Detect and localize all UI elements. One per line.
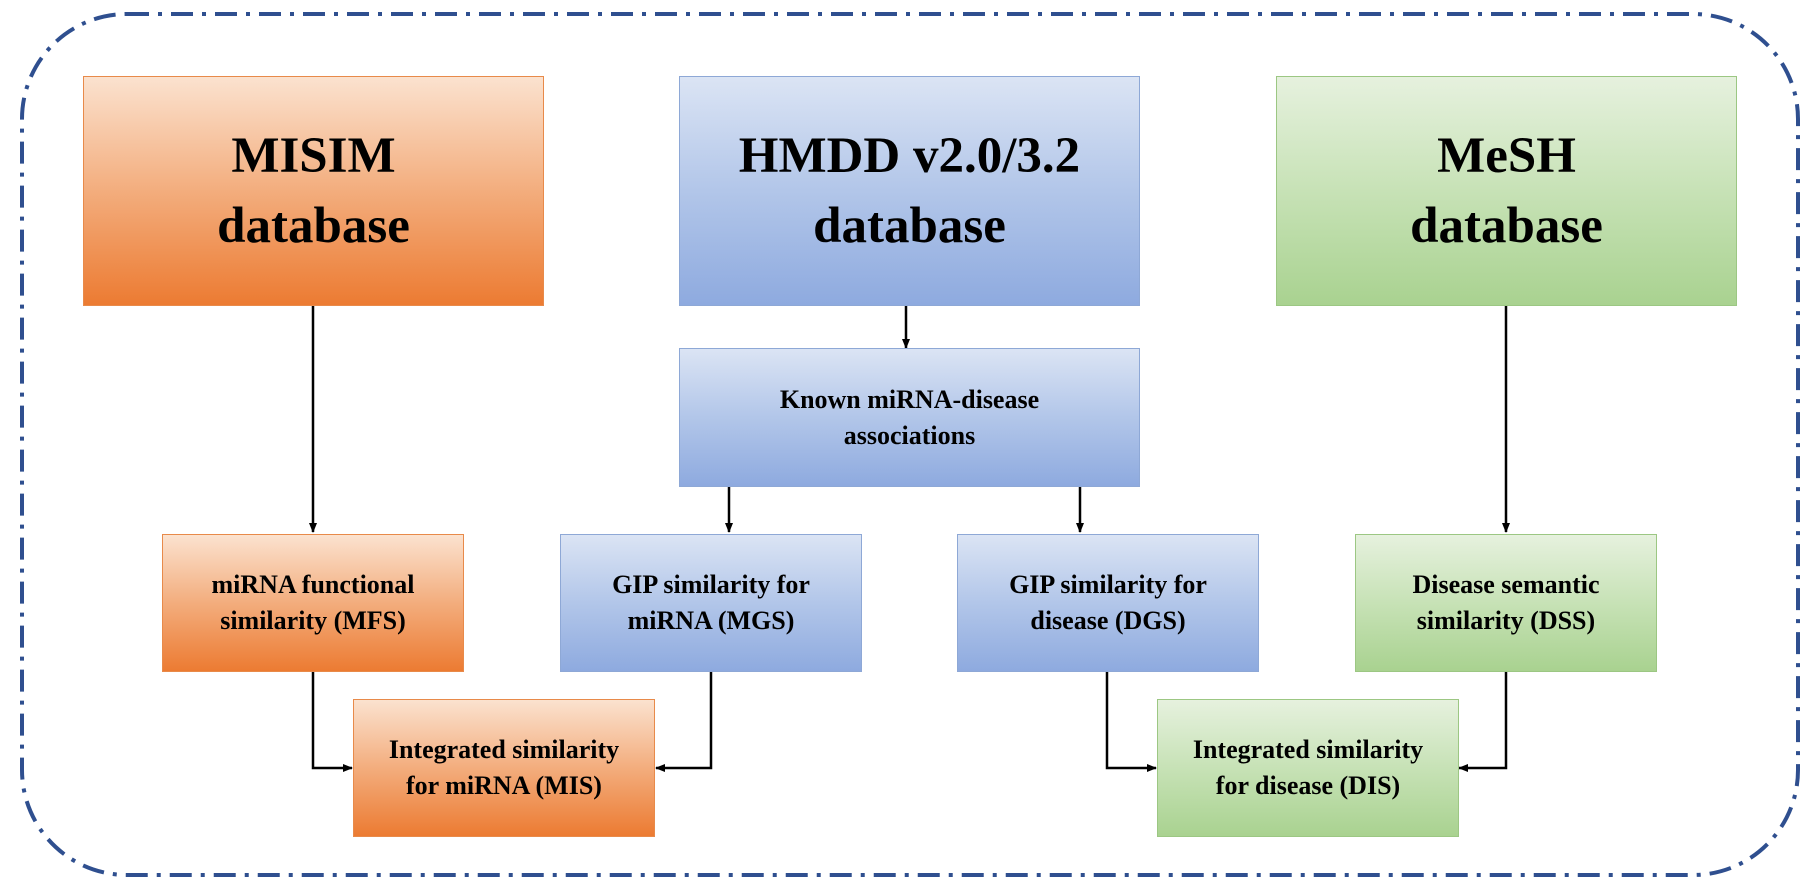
hmdd-subtitle: database [813,198,1006,254]
mgs-line1: GIP similarity for [612,570,810,599]
hmdd-database-box: HMDD v2.0/3.2 database [679,76,1140,306]
dgs-line2: disease (DGS) [1030,606,1186,635]
dss-box: Disease semantic similarity (DSS) [1355,534,1657,672]
misim-database-box: MISIM database [83,76,544,306]
dss-line2: similarity (DSS) [1416,606,1596,635]
arrow-dss-to-dis [1458,672,1508,772]
arrow-mgs-to-mis [655,672,713,772]
mesh-title: MeSH [1437,128,1576,184]
mfs-box: miRNA functional similarity (MFS) [162,534,464,672]
misim-subtitle: database [217,198,410,254]
hmdd-title: HMDD v2.0/3.2 [738,128,1081,184]
mis-line2: for miRNA (MIS) [406,771,602,800]
mgs-line2: miRNA (MGS) [627,606,795,635]
dis-box: Integrated similarity for disease (DIS) [1157,699,1459,837]
dis-line1: Integrated similarity [1192,735,1424,764]
mis-line1: Integrated similarity [388,735,620,764]
dgs-box: GIP similarity for disease (DGS) [957,534,1259,672]
known-associations-box: Known miRNA-disease associations [679,348,1140,487]
mgs-box: GIP similarity for miRNA (MGS) [560,534,862,672]
mis-box: Integrated similarity for miRNA (MIS) [353,699,655,837]
mesh-database-box: MeSH database [1276,76,1737,306]
dgs-line1: GIP similarity for [1009,570,1207,599]
mfs-line2: similarity (MFS) [220,606,406,635]
misim-title: MISIM [231,128,396,184]
dis-line2: for disease (DIS) [1215,771,1401,800]
arrow-mfs-to-mis [311,672,353,772]
known-line2: associations [843,420,976,450]
mesh-subtitle: database [1410,198,1603,254]
dss-line1: Disease semantic [1412,570,1600,599]
arrow-dgs-to-dis [1105,672,1157,772]
known-line1: Known miRNA-disease [779,384,1040,414]
mfs-line1: miRNA functional [211,570,415,599]
